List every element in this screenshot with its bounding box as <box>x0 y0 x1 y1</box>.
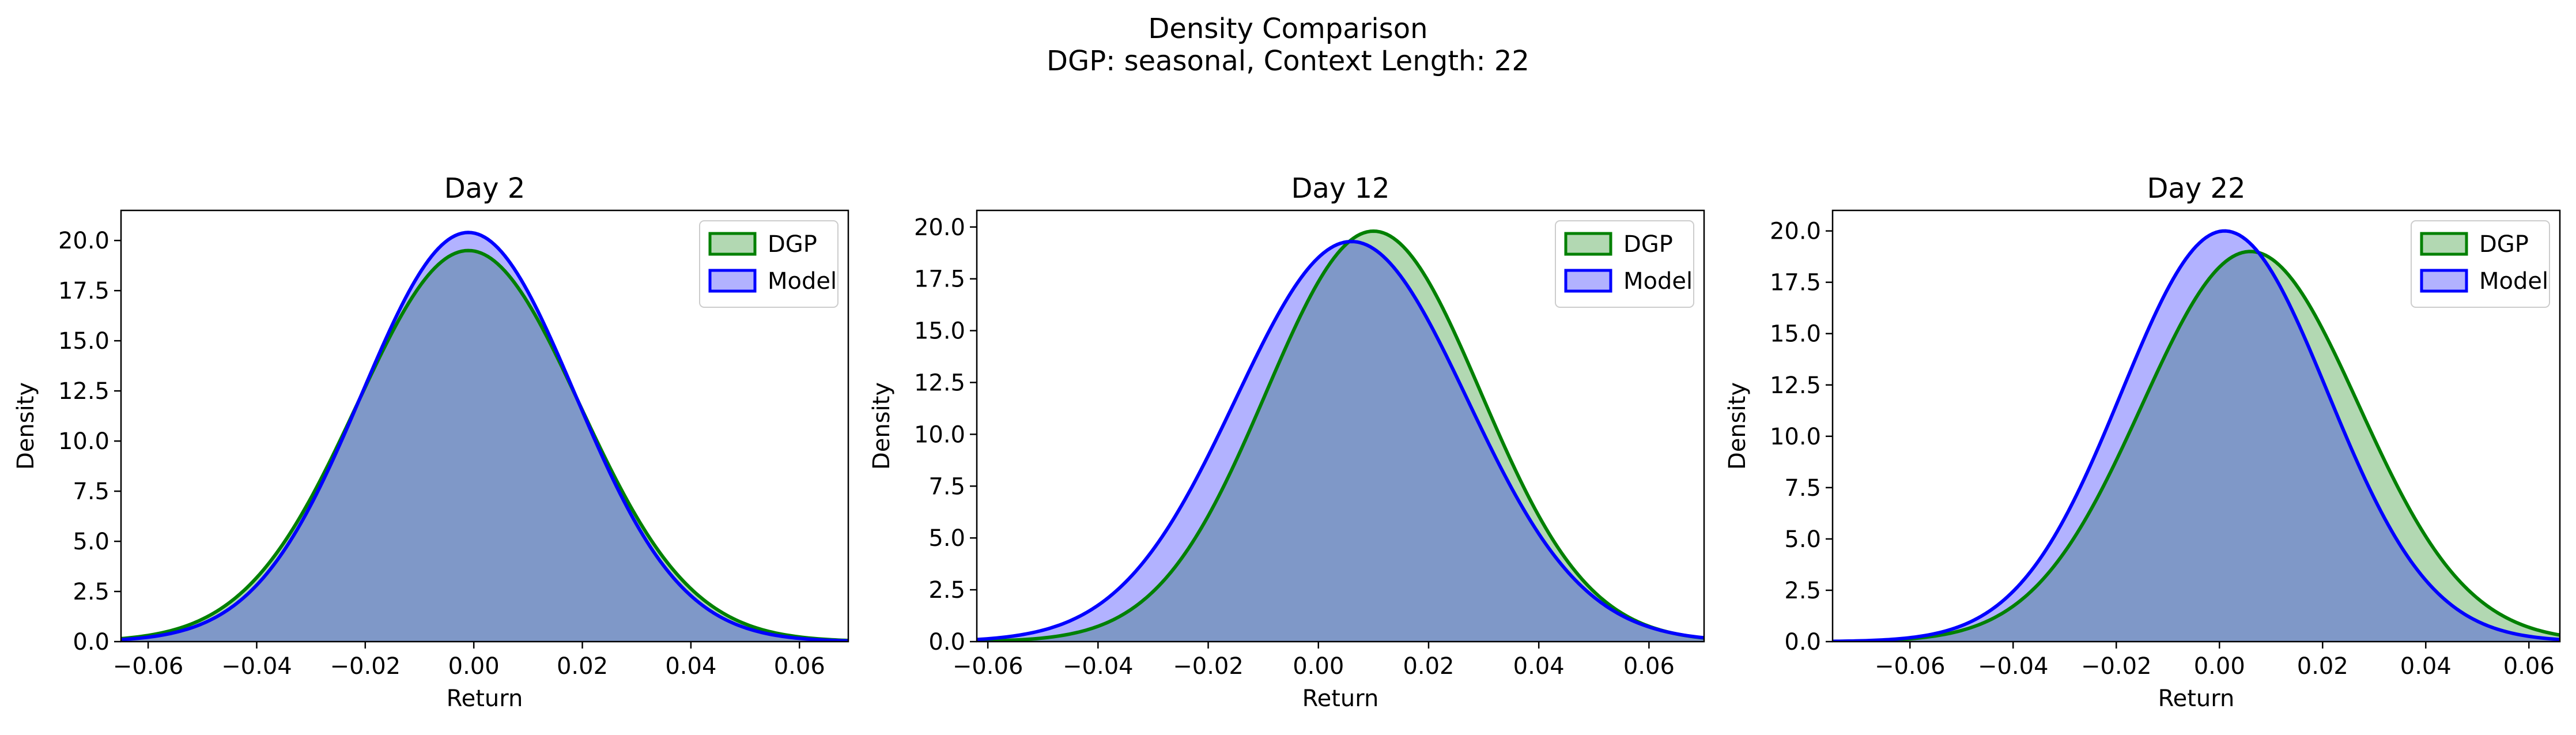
x-tick-label: −0.06 <box>113 653 184 680</box>
y-tick-label: 5.0 <box>928 525 965 552</box>
legend: DGP Model <box>2411 220 2550 308</box>
y-tick-label: 15.0 <box>1770 321 1821 348</box>
legend-swatch-dgp <box>708 232 757 256</box>
y-tick-label: 20.0 <box>58 228 109 254</box>
series-dgp-line <box>121 248 848 642</box>
y-tick-label: 7.5 <box>1784 475 1821 502</box>
panel-title: Day 22 <box>2147 172 2245 205</box>
x-tick-label: −0.06 <box>1875 653 1946 680</box>
y-tick-label: 2.5 <box>1784 578 1821 604</box>
y-axis-label: Density <box>868 382 895 470</box>
y-tick-label: 0.0 <box>1784 629 1821 655</box>
legend-label-dgp: DGP <box>1623 231 1673 258</box>
plot-area <box>977 229 1704 642</box>
x-tick-label: 0.00 <box>1293 653 1344 680</box>
x-tick-label: −0.02 <box>330 653 401 680</box>
panel-1: −0.06 −0.04 −0.02 0.00 0.02 0.04 0.06 0.0 2.5 5.0… <box>13 172 849 712</box>
panel-3: −0.06 −0.04 −0.02 0.00 0.02 0.04 0.06 0.0 2.5 5.0… <box>1724 172 2561 712</box>
x-tick-label: 0.02 <box>1403 653 1454 680</box>
x-tick-label: 0.06 <box>2503 653 2555 680</box>
overlap-area <box>977 241 1704 642</box>
legend-swatch-dgp <box>2420 232 2468 256</box>
plot-area <box>121 231 848 642</box>
x-tick-label: −0.02 <box>1173 653 1244 680</box>
legend: DGP Model <box>699 220 838 308</box>
overlap-area <box>121 250 848 642</box>
x-tick-label: 0.02 <box>2297 653 2348 680</box>
y-tick-label: 7.5 <box>928 473 965 500</box>
y-tick-label: 7.5 <box>73 478 109 505</box>
x-tick-label: 0.04 <box>2400 653 2452 680</box>
panel-title: Day 12 <box>1291 172 1389 205</box>
figure-title: Density Comparison <box>1148 13 1427 45</box>
legend-label-model: Model <box>768 268 837 295</box>
legend-swatch-model <box>708 269 757 293</box>
axes-frame <box>120 209 849 643</box>
series-dgp-line <box>1833 250 2560 642</box>
y-tick-label: 2.5 <box>928 577 965 604</box>
x-tick-label: 0.04 <box>665 653 716 680</box>
x-tick-label: −0.02 <box>2081 653 2152 680</box>
legend-label-dgp: DGP <box>768 231 817 258</box>
y-tick-label: 12.5 <box>58 378 109 405</box>
x-tick-label: 0.02 <box>557 653 608 680</box>
series-model-line <box>977 239 1704 642</box>
y-tick-label: 15.0 <box>58 328 109 355</box>
y-tick-label: 5.0 <box>73 529 109 555</box>
axes-frame <box>1831 209 2561 643</box>
y-tick-label: 20.0 <box>914 214 965 241</box>
x-tick-label: 0.06 <box>774 653 825 680</box>
y-tick-label: 5.0 <box>1784 526 1821 553</box>
overlap-area <box>1833 251 2560 642</box>
x-tick-label: 0.06 <box>1623 653 1675 680</box>
figure-subtitle: DGP: seasonal, Context Length: 22 <box>1047 45 1529 77</box>
y-tick-label: 2.5 <box>73 579 109 605</box>
series-model-line <box>121 231 848 642</box>
y-axis-label: Density <box>13 382 39 470</box>
x-tick-label: 0.04 <box>1513 653 1565 680</box>
y-tick-label: 15.0 <box>914 318 965 345</box>
y-tick-label: 10.0 <box>1770 424 1821 450</box>
y-tick-label: 17.5 <box>58 278 109 304</box>
axes-frame <box>976 209 1705 643</box>
x-tick-label: 0.00 <box>448 653 500 680</box>
legend-swatch-dgp <box>1564 232 1612 256</box>
x-tick-label: −0.04 <box>221 653 292 680</box>
panels: −0.06 −0.04 −0.02 0.00 0.02 0.04 0.06 0.0 2.5 5.0… <box>13 172 2561 712</box>
y-tick-label: 0.0 <box>928 629 965 655</box>
x-tick-label: −0.06 <box>953 653 1023 680</box>
panel-2: −0.06 −0.04 −0.02 0.00 0.02 0.04 0.06 0.0 2.5 5.0… <box>868 172 1705 712</box>
legend-swatch-model <box>2420 269 2468 293</box>
y-tick-label: 17.5 <box>1770 270 1821 296</box>
x-tick-label: −0.04 <box>1063 653 1134 680</box>
legend-swatch-model <box>1564 269 1612 293</box>
y-axis-label: Density <box>1724 382 1751 470</box>
plot-area <box>1833 229 2560 642</box>
x-axis-label: Return <box>1302 685 1379 712</box>
y-tick-label: 20.0 <box>1770 218 1821 245</box>
legend-label-dgp: DGP <box>2479 231 2529 258</box>
series-dgp-line <box>977 229 1704 642</box>
x-tick-label: −0.04 <box>1978 653 2049 680</box>
x-axis-label: Return <box>2158 685 2235 712</box>
y-tick-label: 10.0 <box>914 421 965 448</box>
legend-label-model: Model <box>1623 268 1693 295</box>
legend-label-model: Model <box>2479 268 2548 295</box>
y-tick-label: 12.5 <box>914 370 965 396</box>
panel-title: Day 2 <box>444 172 526 205</box>
legend: DGP Model <box>1555 220 1694 308</box>
y-tick-label: 10.0 <box>58 428 109 455</box>
y-tick-label: 12.5 <box>1770 372 1821 399</box>
x-tick-label: 0.00 <box>2194 653 2245 680</box>
x-axis-label: Return <box>447 685 523 712</box>
series-model-line <box>1833 229 2560 642</box>
y-tick-label: 17.5 <box>914 266 965 293</box>
y-tick-label: 0.0 <box>73 629 109 655</box>
